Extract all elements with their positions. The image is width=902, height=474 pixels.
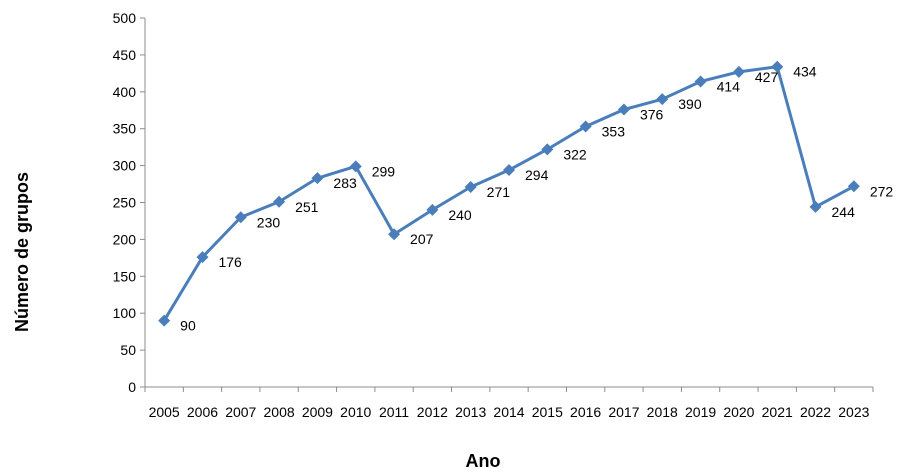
x-tick-label: 2022 bbox=[800, 404, 831, 420]
x-tick-label: 2007 bbox=[225, 404, 256, 420]
data-point-marker bbox=[694, 75, 707, 88]
x-tick-label: 2016 bbox=[570, 404, 601, 420]
data-point-marker bbox=[426, 203, 439, 216]
data-point-marker bbox=[158, 314, 171, 327]
data-point-marker bbox=[809, 200, 822, 213]
y-tick-label: 250 bbox=[113, 195, 137, 211]
data-label: 240 bbox=[448, 207, 472, 223]
data-label: 434 bbox=[793, 64, 817, 80]
data-label: 414 bbox=[717, 78, 741, 94]
x-tick-label: 2023 bbox=[838, 404, 869, 420]
x-tick-label: 2009 bbox=[302, 404, 333, 420]
data-point-marker bbox=[656, 93, 669, 106]
x-tick-label: 2018 bbox=[647, 404, 678, 420]
data-label: 376 bbox=[640, 107, 664, 123]
y-axis-ticks: 0 50 100 150 200 250 300 350 400 450 500 bbox=[113, 10, 145, 395]
x-tick-label: 2008 bbox=[264, 404, 295, 420]
x-tick-label: 2019 bbox=[685, 404, 716, 420]
data-label: 90 bbox=[180, 318, 196, 334]
data-label: 251 bbox=[295, 199, 319, 215]
data-label: 322 bbox=[563, 146, 587, 162]
x-tick-label: 2021 bbox=[762, 404, 793, 420]
data-label: 427 bbox=[755, 69, 779, 85]
x-tick-label: 2011 bbox=[379, 404, 409, 420]
x-axis-ticks: 2005 2006 2007 2008 2009 2010 2011 2012 2013 2014… bbox=[144, 387, 874, 420]
y-tick-label: 100 bbox=[113, 305, 137, 321]
data-point-marker bbox=[503, 164, 515, 177]
data-point-marker bbox=[349, 160, 362, 173]
x-tick-label: 2015 bbox=[532, 404, 563, 420]
data-point-marker bbox=[273, 195, 286, 208]
data-label: 271 bbox=[487, 184, 511, 200]
data-point-marker bbox=[196, 251, 209, 264]
data-point-marker bbox=[732, 65, 745, 78]
data-label: 272 bbox=[870, 183, 894, 199]
data-point-marker bbox=[541, 143, 554, 156]
data-label: 390 bbox=[678, 96, 702, 112]
y-axis-title: Número de grupos bbox=[12, 172, 32, 332]
data-label: 230 bbox=[257, 214, 281, 230]
data-point-marker bbox=[617, 103, 630, 116]
data-point-marker bbox=[464, 181, 477, 194]
data-point-marker bbox=[579, 120, 592, 133]
data-point-marker bbox=[311, 172, 324, 185]
y-tick-label: 150 bbox=[113, 268, 137, 284]
y-tick-label: 500 bbox=[113, 10, 137, 26]
data-label: 299 bbox=[372, 163, 396, 179]
data-point-marker bbox=[847, 180, 860, 193]
data-label: 294 bbox=[525, 167, 549, 183]
x-tick-label: 2020 bbox=[723, 404, 754, 420]
series-group bbox=[158, 60, 860, 327]
y-tick-label: 450 bbox=[113, 47, 137, 63]
y-tick-label: 350 bbox=[113, 121, 137, 137]
y-tick-label: 0 bbox=[128, 379, 136, 395]
x-tick-label: 2010 bbox=[340, 404, 371, 420]
data-point-marker bbox=[771, 60, 784, 73]
data-point-marker bbox=[388, 228, 401, 241]
data-label: 207 bbox=[410, 231, 434, 247]
data-labels: 90 176 230 251 283 299 207 240 271 294 322 353 376 39… bbox=[180, 64, 893, 334]
data-label: 283 bbox=[333, 175, 357, 191]
x-tick-label: 2014 bbox=[493, 404, 524, 420]
x-tick-label: 2005 bbox=[149, 404, 180, 420]
data-label: 176 bbox=[218, 254, 242, 270]
x-tick-label: 2012 bbox=[417, 404, 448, 420]
y-tick-label: 300 bbox=[113, 158, 137, 174]
data-label: 353 bbox=[602, 123, 626, 139]
y-tick-label: 400 bbox=[113, 84, 137, 100]
x-axis-title: Ano bbox=[466, 451, 501, 471]
x-tick-label: 2006 bbox=[187, 404, 218, 420]
y-tick-label: 200 bbox=[113, 231, 137, 247]
x-tick-label: 2017 bbox=[608, 404, 639, 420]
data-label: 244 bbox=[832, 204, 856, 220]
y-tick-label: 50 bbox=[120, 342, 136, 358]
x-tick-label: 2013 bbox=[455, 404, 486, 420]
data-point-marker bbox=[234, 211, 247, 224]
